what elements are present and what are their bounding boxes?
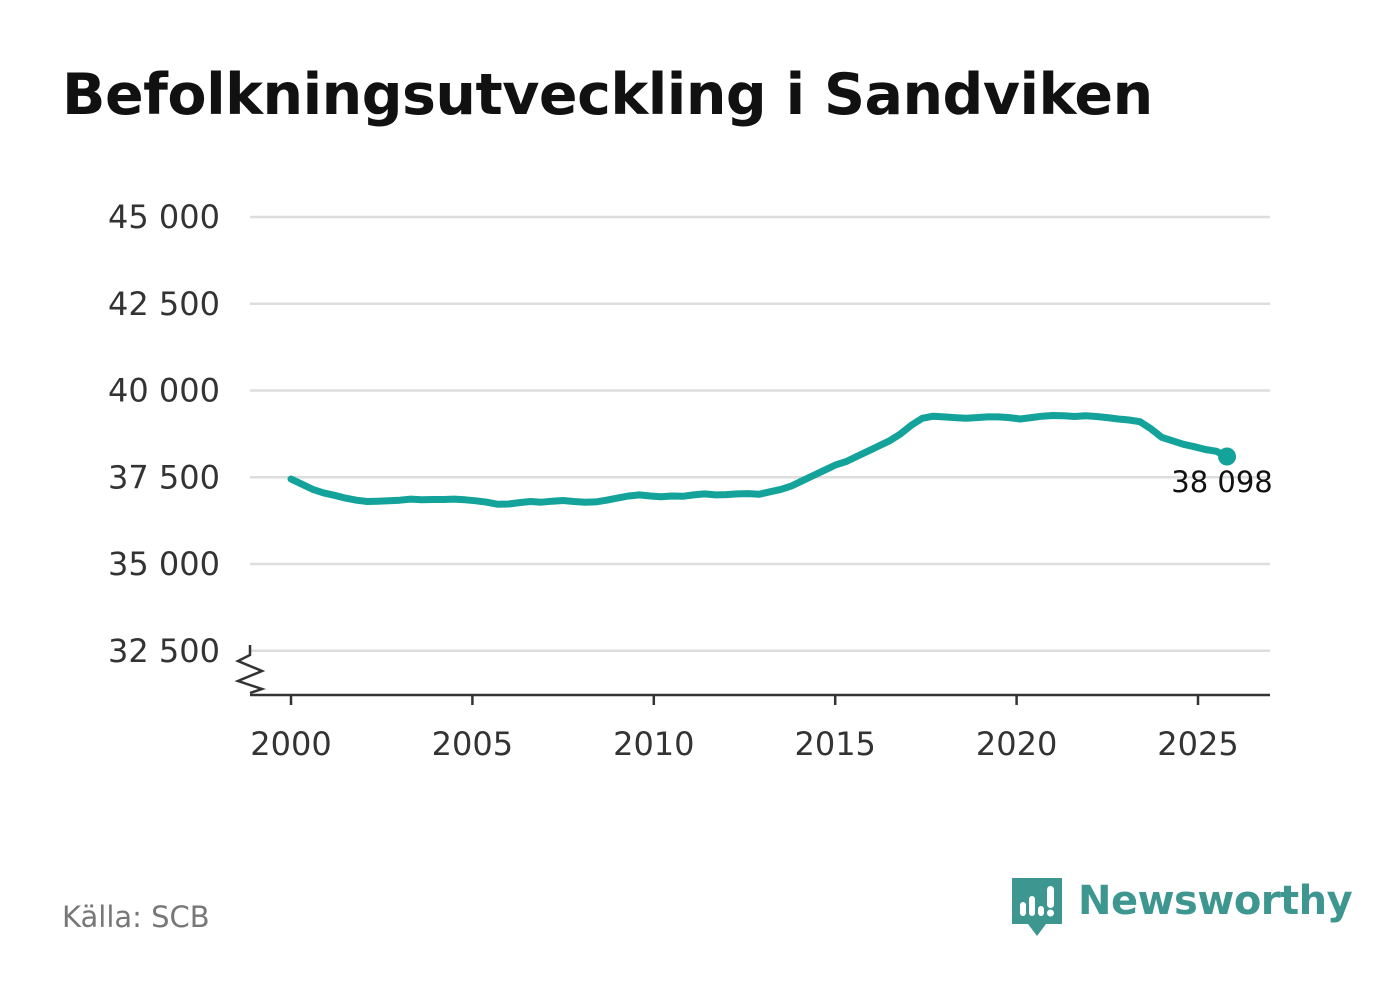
- y-tick-label: 32 500: [108, 632, 220, 670]
- y-tick-label: 37 500: [108, 458, 220, 496]
- population-line: [287, 412, 1231, 508]
- brand-logo[interactable]: Newsworthy: [1012, 878, 1353, 940]
- y-tick-label: 35 000: [108, 545, 220, 583]
- x-tick-label: 2025: [1157, 725, 1238, 763]
- source-note: Källa: SCB: [62, 900, 210, 934]
- x-tick-label: 2020: [976, 725, 1057, 763]
- y-tick-label: 42 500: [108, 285, 220, 323]
- newsworthy-logo-icon: [1012, 878, 1062, 936]
- end-value-label: 38 098: [1171, 465, 1272, 499]
- x-tick-label: 2000: [250, 725, 331, 763]
- y-tick-label: 40 000: [108, 372, 220, 410]
- x-tick-label: 2015: [794, 725, 875, 763]
- chart-title: Befolkningsutveckling i Sandviken: [62, 62, 1153, 128]
- x-tick-label: 2010: [613, 725, 694, 763]
- x-tick-label: 2005: [432, 725, 513, 763]
- y-tick-label: 45 000: [108, 198, 220, 236]
- end-point-marker: [1218, 447, 1237, 466]
- brand-name: Newsworthy: [1078, 878, 1353, 924]
- y-axis-break: [234, 645, 266, 695]
